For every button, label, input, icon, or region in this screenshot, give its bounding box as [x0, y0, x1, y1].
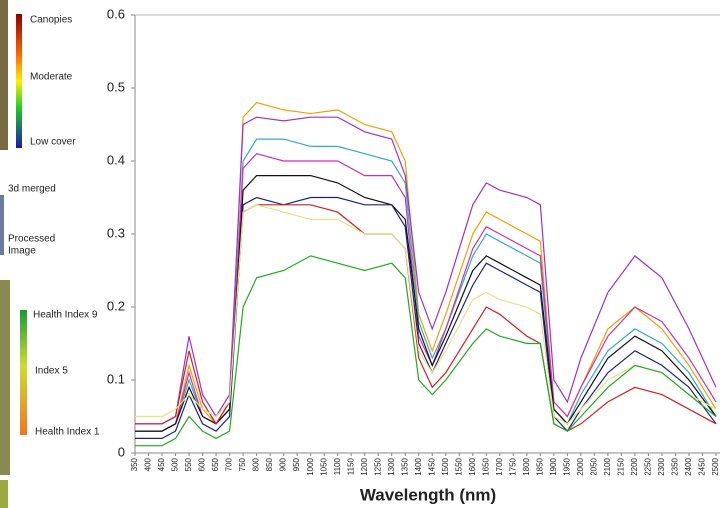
y-tick-label: 0 — [118, 444, 125, 459]
x-tick-label: 1350 — [400, 457, 409, 475]
scale-label: Index 5 — [35, 366, 68, 377]
x-tick-label: 1200 — [360, 457, 369, 475]
y-tick-label: 0.4 — [107, 152, 125, 167]
x-tick-label: 550 — [184, 457, 193, 471]
x-tick-label: 600 — [198, 457, 207, 471]
x-tick-label: 2200 — [630, 457, 639, 475]
map-strip — [0, 0, 8, 150]
x-tick-label: 1250 — [373, 457, 382, 475]
x-tick-label: 2300 — [657, 457, 666, 475]
spectrum-line — [135, 101, 717, 432]
x-tick-label: 1550 — [454, 457, 463, 475]
x-tick-label: 900 — [279, 457, 288, 471]
x-tick-label: 400 — [144, 457, 153, 471]
x-tick-label: 1850 — [535, 457, 544, 475]
x-tick-label: 1300 — [387, 457, 396, 475]
panel-label: 3d merged — [8, 184, 56, 195]
x-tick-label: 1100 — [333, 457, 342, 475]
x-tick-label: 2350 — [671, 457, 680, 475]
x-tick-label: 1800 — [522, 457, 531, 475]
x-tick-label: 450 — [157, 457, 166, 471]
scale-label: Health Index 9 — [33, 310, 98, 321]
x-axis-title: Wavelength (nm) — [360, 485, 496, 504]
map-strip — [0, 195, 4, 255]
scale-label: Canopies — [30, 15, 72, 26]
x-tick-label: 1650 — [481, 457, 490, 475]
spectrum-line — [135, 204, 717, 432]
spectrum-line — [135, 116, 717, 425]
x-tick-label: 500 — [171, 457, 180, 471]
scale-label: Health Index 1 — [35, 427, 100, 438]
x-tick-label: 950 — [292, 457, 301, 471]
spectrum-line — [135, 196, 717, 439]
x-tick-label: 650 — [211, 457, 220, 471]
x-tick-label: 1750 — [508, 457, 517, 475]
x-tick-label: 1700 — [495, 457, 504, 475]
y-tick-label: 0.6 — [107, 6, 125, 21]
x-tick-label: 1400 — [414, 457, 423, 475]
x-tick-label: 1900 — [549, 457, 558, 475]
y-tick-label: 0.5 — [107, 79, 125, 94]
y-tick-label: 0.3 — [107, 225, 125, 240]
x-tick-label: 2400 — [684, 457, 693, 475]
map-strip — [0, 280, 10, 475]
x-tick-label: 1150 — [346, 457, 355, 475]
spectrum-line — [135, 153, 717, 432]
y-tick-label: 0.2 — [107, 298, 125, 313]
x-tick-label: 750 — [238, 457, 247, 471]
x-tick-label: 2100 — [603, 457, 612, 475]
spectrum-line — [135, 255, 717, 447]
color-scale — [20, 310, 27, 435]
spectrum-line — [135, 175, 717, 432]
x-tick-label: 1000 — [306, 457, 315, 475]
x-tick-label: 2050 — [590, 457, 599, 475]
panel-label: Processed — [8, 234, 55, 245]
panel-label: Image — [8, 246, 36, 257]
color-scale — [16, 14, 22, 148]
x-tick-label: 2150 — [617, 457, 626, 475]
x-tick-label: 2450 — [698, 457, 707, 475]
spectrum-line — [135, 204, 717, 425]
x-tick-label: 1950 — [562, 457, 571, 475]
x-tick-label: 2250 — [644, 457, 653, 475]
x-tick-label: 1500 — [441, 457, 450, 475]
x-tick-label: 1600 — [468, 457, 477, 475]
x-tick-label: 1450 — [427, 457, 436, 475]
x-tick-label: 350 — [130, 457, 139, 471]
map-strip — [0, 480, 8, 508]
x-tick-label: 800 — [252, 457, 261, 471]
x-tick-label: 850 — [265, 457, 274, 471]
x-tick-label: 2000 — [576, 457, 585, 475]
scale-label: Moderate — [30, 72, 73, 83]
x-tick-label: 2500 — [711, 457, 720, 475]
x-tick-label: 700 — [225, 457, 234, 471]
x-tick-label: 1050 — [319, 457, 328, 475]
scale-label: Low cover — [30, 137, 76, 148]
y-tick-label: 0.1 — [107, 371, 125, 386]
side-panel: Canopies Moderate Low cover 3d merged Pr… — [0, 0, 100, 508]
